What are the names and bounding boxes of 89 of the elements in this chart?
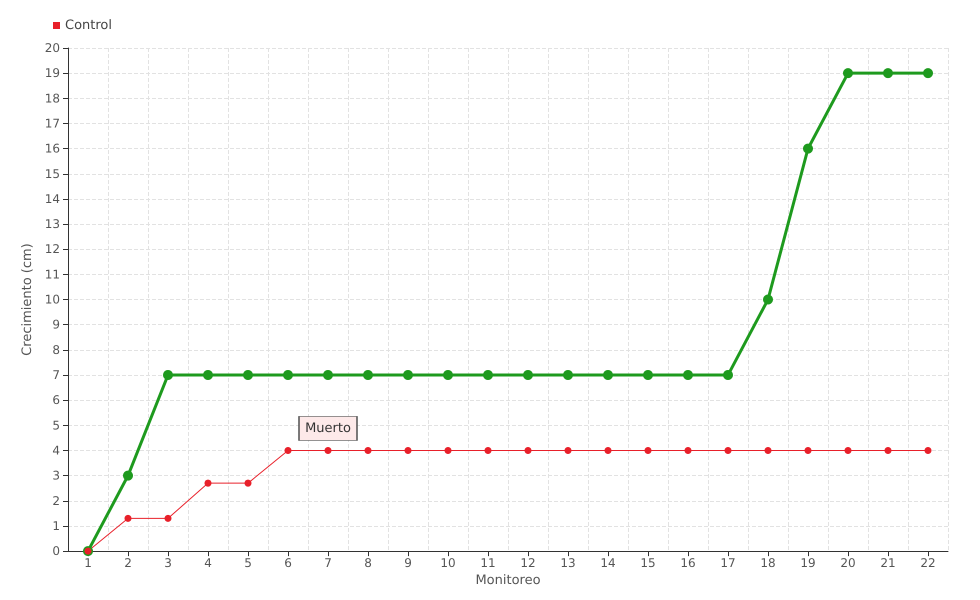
x-tick-label: 5 xyxy=(244,556,252,570)
x-tick-label: 16 xyxy=(680,556,696,570)
point xyxy=(203,370,213,380)
y-tick-label: 1 xyxy=(52,518,60,533)
y-tick-label: 16 xyxy=(44,142,60,156)
point xyxy=(404,446,412,454)
x-tick-label: 18 xyxy=(760,556,776,570)
y-tick-label: 17 xyxy=(44,116,60,130)
point xyxy=(364,446,372,454)
point xyxy=(723,370,733,380)
x-tick-label: 11 xyxy=(480,556,496,570)
y-tick-label: 15 xyxy=(44,166,60,181)
point xyxy=(164,514,172,522)
point xyxy=(163,370,173,380)
point xyxy=(683,370,693,380)
x-tick-label: 22 xyxy=(920,556,936,570)
y-tick-label: 20 xyxy=(44,41,60,55)
x-tick-label: 15 xyxy=(640,556,656,570)
point xyxy=(204,480,212,487)
y-tick-label: 8 xyxy=(52,342,60,357)
point xyxy=(763,294,773,305)
point xyxy=(924,446,932,454)
point xyxy=(603,370,613,380)
point xyxy=(244,480,252,487)
legend-label: Control xyxy=(65,18,112,33)
y-tick-label: 6 xyxy=(52,393,60,408)
x-tick-label: 17 xyxy=(720,556,736,570)
x-tick-label: 6 xyxy=(284,556,292,570)
x-tick-label: 7 xyxy=(324,556,332,570)
point xyxy=(843,68,853,78)
point xyxy=(124,514,132,522)
y-tick-label: 9 xyxy=(52,318,60,332)
point xyxy=(844,446,852,454)
y-tick-label: 14 xyxy=(44,192,60,206)
point xyxy=(324,446,332,454)
point xyxy=(923,68,933,78)
y-tick-label: 19 xyxy=(44,66,60,80)
y-tick-label: 12 xyxy=(44,242,60,256)
point xyxy=(884,446,892,454)
y-tick-label: 2 xyxy=(52,494,60,508)
x-tick-label: 4 xyxy=(204,556,212,570)
point xyxy=(604,446,612,454)
x-tick-label: 1 xyxy=(84,556,92,570)
point xyxy=(283,370,293,380)
x-axis-title: Monitoreo xyxy=(475,573,541,588)
point xyxy=(563,370,573,380)
y-tick-label: 3 xyxy=(52,468,60,483)
y-tick-label: 11 xyxy=(44,267,60,282)
y-tick-label: 0 xyxy=(52,544,60,558)
y-tick-label: 13 xyxy=(44,217,60,232)
x-tick-label: 13 xyxy=(560,556,576,570)
y-tick-label: 7 xyxy=(52,368,60,382)
point xyxy=(243,370,253,380)
point xyxy=(443,370,453,380)
point xyxy=(883,68,893,78)
point xyxy=(484,446,492,454)
x-tick-label: 20 xyxy=(840,556,856,570)
x-tick-label: 9 xyxy=(404,556,412,570)
point xyxy=(684,446,692,454)
point xyxy=(764,446,772,454)
x-tick-label: 2 xyxy=(124,556,132,570)
point xyxy=(524,446,532,454)
point xyxy=(564,446,572,454)
point xyxy=(284,446,292,454)
x-tick-label: 3 xyxy=(164,556,172,570)
point xyxy=(523,370,533,380)
x-tick-label: 8 xyxy=(364,556,372,570)
point xyxy=(444,446,452,454)
x-tick-label: 19 xyxy=(800,556,816,570)
point xyxy=(123,470,133,481)
x-tick-label: 12 xyxy=(520,556,536,570)
x-tick-label: 14 xyxy=(600,556,616,570)
point xyxy=(804,446,812,454)
x-tick-label: 10 xyxy=(440,556,456,570)
y-tick-label: 10 xyxy=(44,292,60,307)
point xyxy=(363,370,373,380)
annotation: Muerto xyxy=(305,420,351,436)
y-tick-label: 4 xyxy=(52,443,60,458)
point xyxy=(483,370,493,380)
point xyxy=(403,370,413,380)
x-tick-label: 21 xyxy=(880,556,896,570)
point xyxy=(643,370,653,380)
y-tick-label: 18 xyxy=(44,91,60,106)
point xyxy=(724,446,732,454)
point xyxy=(644,446,652,454)
point xyxy=(803,144,813,154)
y-tick-label: 5 xyxy=(52,418,60,432)
point xyxy=(323,370,333,380)
y-axis-title: Crecimiento (cm) xyxy=(20,243,35,356)
